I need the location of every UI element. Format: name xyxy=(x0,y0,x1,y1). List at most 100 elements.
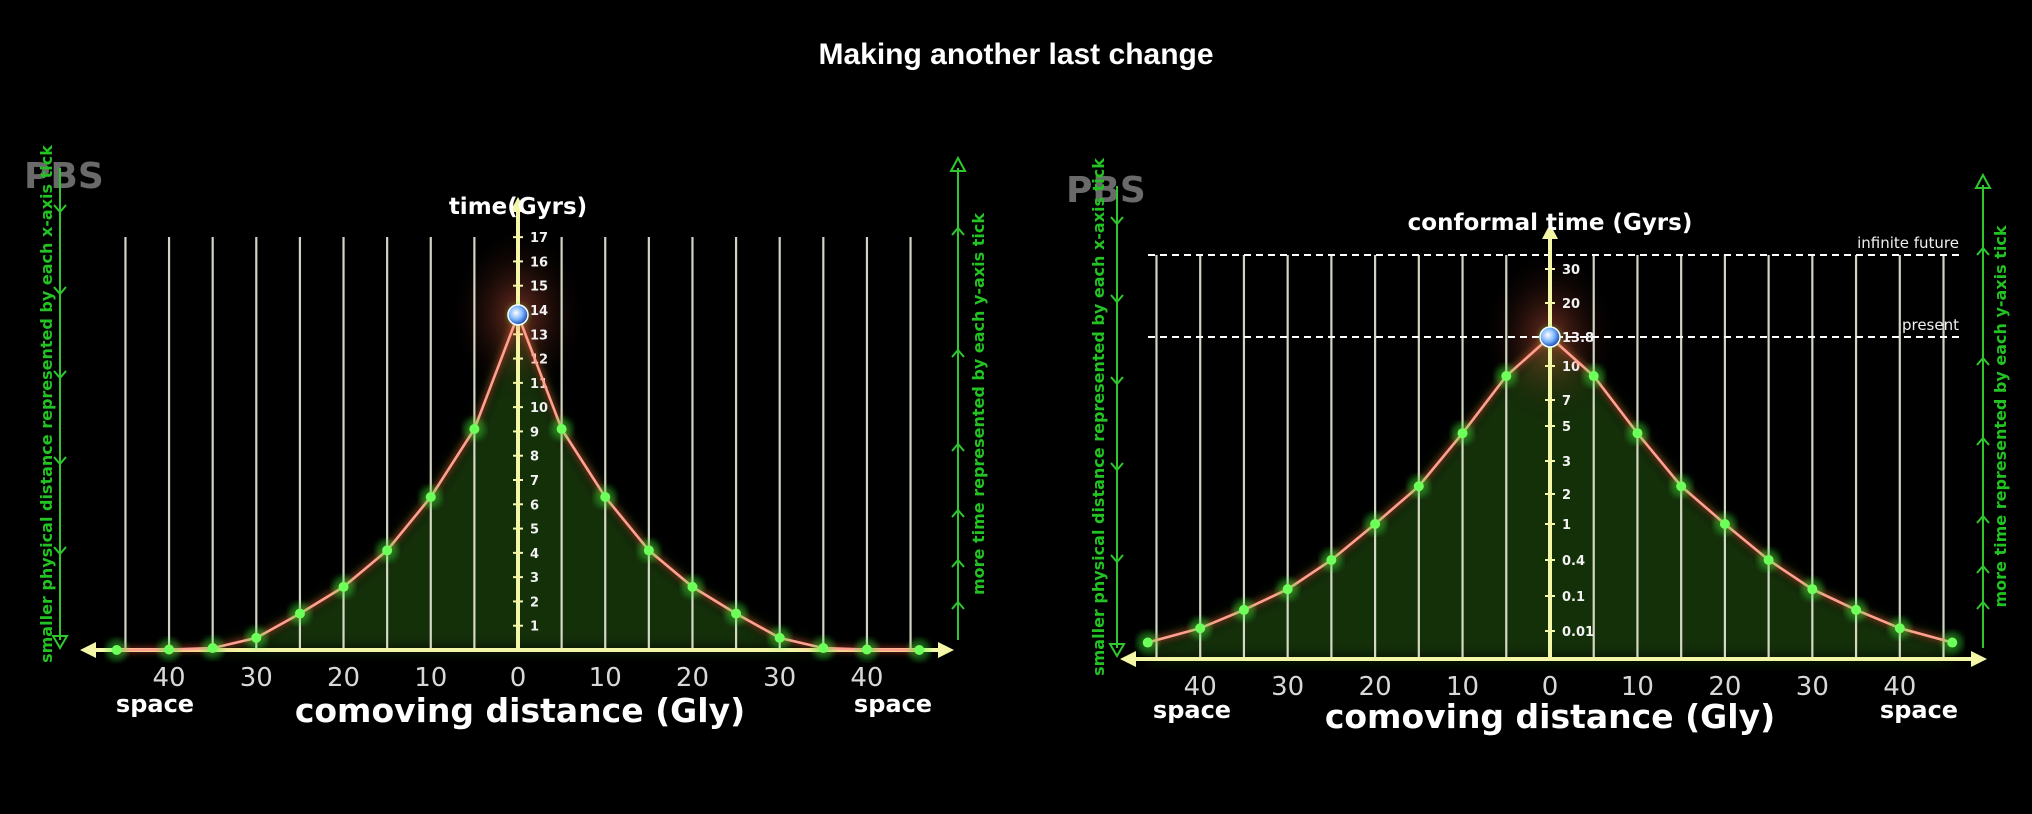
chevron-up-icon xyxy=(951,442,965,452)
chevron-up-icon xyxy=(1976,600,1990,610)
y-tick-label: 7 xyxy=(530,474,539,489)
y-tick-label: 6 xyxy=(530,498,539,513)
y-tick-label: 30 xyxy=(1562,263,1580,278)
y-tick-label: 0.4 xyxy=(1562,554,1585,569)
chevron-down-icon xyxy=(1110,376,1124,386)
data-point xyxy=(425,492,436,502)
chevron-up-icon xyxy=(951,600,965,610)
y-tick-label: 13 xyxy=(530,328,548,343)
pbs-watermark: PBS xyxy=(24,156,104,197)
data-point xyxy=(164,644,175,655)
chevron-up-icon xyxy=(951,348,965,358)
x-axis-arrow-right-icon xyxy=(938,642,954,658)
x-axis-arrow-right-icon xyxy=(1971,651,1987,667)
x-tick-label: 20 xyxy=(327,663,360,693)
y-tick-label: 14 xyxy=(530,304,548,319)
data-point xyxy=(382,545,393,556)
x-tick-label: 40 xyxy=(1883,672,1916,702)
data-point xyxy=(818,643,829,654)
x-axis-title: comoving distance (Gly) xyxy=(1325,697,1775,736)
y-tick-label: 5 xyxy=(530,523,539,538)
data-point xyxy=(1632,428,1643,439)
x-tick-label: 30 xyxy=(1796,672,1829,702)
arrow-up-icon xyxy=(1974,172,1992,189)
x-tick-label: 30 xyxy=(763,663,796,693)
x-tick-label: 0 xyxy=(510,663,527,693)
y-axis-arrow-icon xyxy=(1542,224,1558,239)
x-tick-label: 10 xyxy=(589,663,622,693)
chevron-up-icon xyxy=(1976,356,1990,366)
x-tick-label: 40 xyxy=(153,663,186,693)
earth-icon xyxy=(1539,326,1561,348)
data-point xyxy=(731,608,742,619)
x-tick-label: 10 xyxy=(1446,672,1479,702)
arrow-down-icon xyxy=(51,635,69,650)
data-point xyxy=(1142,637,1153,648)
y-tick-label: 9 xyxy=(530,425,539,440)
x-tick-label: 30 xyxy=(240,663,273,693)
data-point xyxy=(1947,637,1958,648)
data-point xyxy=(1326,555,1337,565)
x-tick-label: 10 xyxy=(414,663,447,693)
x-tick-label: 20 xyxy=(676,663,709,693)
chevron-up-icon xyxy=(951,226,965,236)
right-side-label: more time represented by each y-axis tic… xyxy=(969,213,988,595)
chevron-up-icon xyxy=(1976,514,1990,524)
data-point xyxy=(1588,371,1599,382)
y-tick-label: 16 xyxy=(530,255,548,270)
data-point xyxy=(1238,604,1249,615)
data-point xyxy=(1763,555,1774,565)
space-label-left: space xyxy=(1153,696,1231,724)
chevron-down-icon xyxy=(53,546,67,556)
right-side-label: more time represented by each y-axis tic… xyxy=(1991,225,2010,607)
x-tick-label: 20 xyxy=(1708,672,1741,702)
x-tick-label: 40 xyxy=(1184,672,1217,702)
y-axis-arrow-icon xyxy=(510,197,526,212)
y-tick-label: 4 xyxy=(530,547,539,562)
x-axis-title: comoving distance (Gly) xyxy=(295,691,745,730)
data-point xyxy=(207,643,218,654)
chevron-down-icon xyxy=(53,456,67,466)
data-point xyxy=(1282,584,1293,595)
y-tick-label: 3 xyxy=(1562,455,1571,470)
data-point xyxy=(1676,481,1687,492)
y-tick-label: 0.1 xyxy=(1562,590,1585,605)
y-tick-label: 8 xyxy=(530,450,539,465)
data-point xyxy=(1894,623,1905,634)
pbs-watermark: PBS xyxy=(1066,170,1146,211)
chevron-up-icon xyxy=(1976,564,1990,574)
chevron-down-icon xyxy=(1110,554,1124,564)
y-tick-label: 1 xyxy=(530,620,539,635)
chevron-down-icon xyxy=(53,286,67,296)
space-label-right: space xyxy=(1880,696,1958,724)
left-side-label: smaller physical distance represented by… xyxy=(37,145,56,663)
data-point xyxy=(1370,519,1381,529)
data-point xyxy=(1851,604,1862,615)
y-axis-title: conformal time (Gyrs) xyxy=(1408,210,1693,236)
data-point xyxy=(687,581,698,592)
y-tick-label: 0.01 xyxy=(1562,625,1594,640)
data-point xyxy=(914,645,925,655)
y-tick-label: 2 xyxy=(530,595,539,610)
space-label-left: space xyxy=(116,690,194,718)
y-tick-label: 10 xyxy=(530,401,548,416)
data-point xyxy=(111,645,122,655)
y-tick-label: 17 xyxy=(530,231,548,246)
y-tick-label: 20 xyxy=(1562,297,1580,312)
arrow-up-icon xyxy=(949,155,967,172)
data-point xyxy=(1719,519,1730,529)
chevron-down-icon xyxy=(53,204,67,214)
chevron-up-icon xyxy=(1976,436,1990,446)
x-axis-arrow-left-icon xyxy=(80,642,96,658)
data-point xyxy=(774,632,785,643)
data-point xyxy=(556,424,567,434)
y-tick-label: 13.8 xyxy=(1562,331,1594,346)
chevron-down-icon xyxy=(1110,216,1124,226)
x-tick-label: 0 xyxy=(1542,672,1559,702)
earth-icon xyxy=(507,304,529,326)
chevron-down-icon xyxy=(53,370,67,380)
data-point xyxy=(1457,428,1468,439)
y-tick-label: 1 xyxy=(1562,518,1571,533)
data-point xyxy=(251,632,262,643)
y-tick-label: 2 xyxy=(1562,488,1571,503)
